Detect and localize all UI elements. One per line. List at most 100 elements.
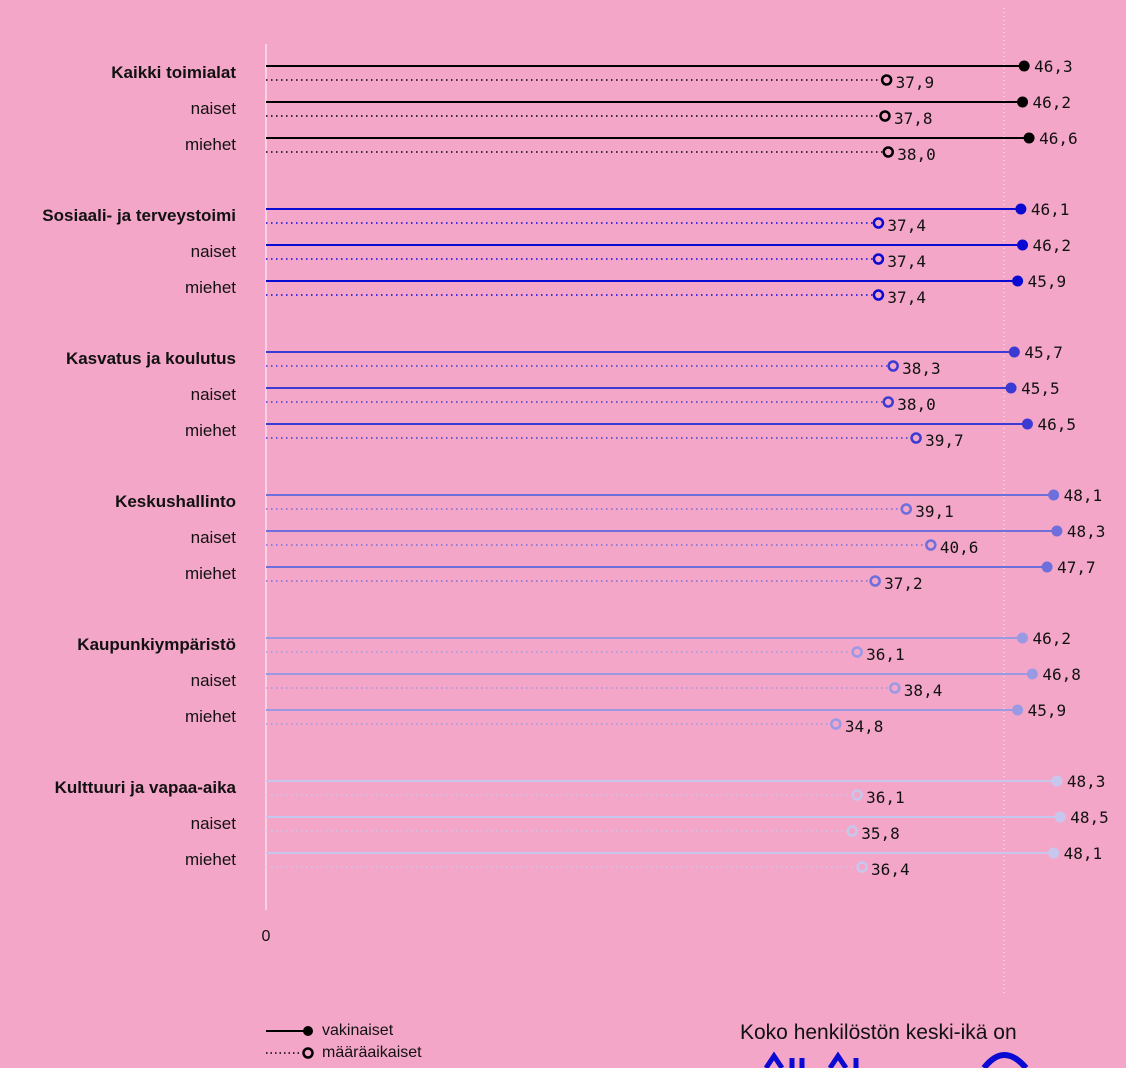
group-label: Kaikki toimialat — [111, 63, 236, 82]
group-4: Kaupunkiympäristö 46,2 36,1 naiset 46,8 38,4 m… — [77, 629, 1081, 736]
vakinaiset-value-label: 45,5 — [1021, 379, 1060, 398]
legend-label-vakinaiset: vakinaiset — [322, 1022, 394, 1039]
footer-number-graphic — [763, 1051, 1029, 1068]
maaraaikaiset-value-label: 37,8 — [894, 109, 933, 128]
maaraaikaiset-value-label: 40,6 — [940, 538, 979, 557]
dotted-line-circle-icon — [266, 1047, 314, 1059]
vakinaiset-dot — [1048, 489, 1060, 501]
maaraaikaiset-value-label: 37,4 — [887, 216, 926, 235]
maaraaikaiset-dot — [846, 825, 858, 837]
vakinaiset-dot — [1021, 418, 1033, 430]
maaraaikaiset-value-label: 38,0 — [897, 395, 936, 414]
group-3: Keskushallinto 48,1 39,1 naiset 48,3 40,6 mieh… — [115, 486, 1105, 593]
maaraaikaiset-value-label: 37,9 — [896, 73, 935, 92]
group-label: Kaupunkiympäristö — [77, 635, 236, 654]
legend-item-maaraaikaiset: määräaikaiset — [266, 1042, 422, 1064]
maaraaikaiset-dot — [879, 110, 891, 122]
legend-label-maaraaikaiset: määräaikaiset — [322, 1044, 422, 1061]
vakinaiset-value-label: 46,8 — [1042, 665, 1081, 684]
vakinaiset-value-label: 46,2 — [1033, 236, 1072, 255]
maaraaikaiset-value-label: 38,0 — [897, 145, 936, 164]
vakinaiset-dot — [1041, 561, 1053, 573]
vakinaiset-dot — [1018, 60, 1030, 72]
row-label: naiset — [191, 99, 237, 118]
vakinaiset-dot — [1054, 811, 1066, 823]
vakinaiset-value-label: 45,9 — [1028, 701, 1067, 720]
vakinaiset-dot — [1048, 847, 1060, 859]
maaraaikaiset-value-label: 39,7 — [925, 431, 964, 450]
vakinaiset-value-label: 48,1 — [1064, 844, 1103, 863]
group-1: Sosiaali- ja terveystoimi 46,1 37,4 naiset 4… — [42, 200, 1071, 307]
group-label: Sosiaali- ja terveystoimi — [42, 206, 236, 225]
maaraaikaiset-dot — [851, 789, 863, 801]
vakinaiset-value-label: 46,1 — [1031, 200, 1070, 219]
group-5: Kulttuuri ja vapaa-aika 48,3 36,1 naiset 48,… — [55, 772, 1109, 879]
vakinaiset-dot — [1051, 525, 1063, 537]
group-label: Kasvatus ja koulutus — [66, 349, 236, 368]
vakinaiset-value-label: 45,9 — [1028, 272, 1067, 291]
group-2: Kasvatus ja koulutus 45,7 38,3 naiset 45,5 38… — [66, 343, 1076, 450]
vakinaiset-dot — [1023, 132, 1035, 144]
vakinaiset-value-label: 48,3 — [1067, 772, 1106, 791]
vakinaiset-value-label: 46,6 — [1039, 129, 1078, 148]
maaraaikaiset-value-label: 36,1 — [866, 788, 905, 807]
row-label: naiset — [191, 528, 237, 547]
solid-line-dot-icon — [266, 1026, 313, 1036]
row-label: miehet — [185, 421, 236, 440]
maaraaikaiset-dot — [900, 503, 913, 515]
maaraaikaiset-value-label: 38,4 — [904, 681, 943, 700]
vakinaiset-value-label: 46,3 — [1034, 57, 1073, 76]
vakinaiset-value-label: 48,1 — [1064, 486, 1103, 505]
x-axis-origin-label: 0 — [262, 928, 271, 945]
maaraaikaiset-dot — [869, 575, 881, 587]
vakinaiset-value-label: 48,3 — [1067, 522, 1106, 541]
row-label: miehet — [185, 850, 236, 869]
maaraaikaiset-dot — [872, 253, 885, 265]
vakinaiset-value-label: 46,2 — [1033, 93, 1072, 112]
vakinaiset-dot — [1051, 775, 1063, 787]
row-label: naiset — [191, 814, 237, 833]
group-label: Kulttuuri ja vapaa-aika — [55, 778, 237, 797]
maaraaikaiset-dot — [925, 539, 937, 551]
chart-area: 0 Kaikki toimialat 46,3 37,9 naiset 46,2 37,8… — [42, 8, 1109, 995]
maaraaikaiset-dot — [887, 360, 899, 372]
vakinaiset-dot — [1008, 346, 1020, 358]
vakinaiset-dot — [1017, 239, 1029, 251]
row-label: miehet — [185, 707, 236, 726]
maaraaikaiset-dot — [882, 146, 894, 158]
vakinaiset-dot — [1015, 203, 1027, 215]
axes: 0 — [262, 8, 1005, 995]
vakinaiset-value-label: 48,5 — [1070, 808, 1109, 827]
legend-item-vakinaiset: vakinaiset — [266, 1020, 422, 1042]
row-label: naiset — [191, 671, 237, 690]
maaraaikaiset-dot — [889, 682, 901, 694]
maaraaikaiset-value-label: 37,4 — [887, 252, 926, 271]
maaraaikaiset-value-label: 36,4 — [871, 860, 910, 879]
footer-caption: Koko henkilöstön keski-ikä on — [740, 1021, 1017, 1044]
vakinaiset-value-label: 46,5 — [1037, 415, 1076, 434]
row-label: naiset — [191, 385, 237, 404]
maaraaikaiset-value-label: 37,2 — [884, 574, 923, 593]
maaraaikaiset-dot — [872, 217, 885, 229]
group-0: Kaikki toimialat 46,3 37,9 naiset 46,2 37,8 mi… — [111, 57, 1077, 164]
vakinaiset-dot — [1017, 632, 1029, 644]
maaraaikaiset-value-label: 34,8 — [845, 717, 884, 736]
vakinaiset-dot — [1026, 668, 1038, 680]
legend: vakinaiset määräaikaiset — [266, 1020, 422, 1064]
row-label: miehet — [185, 564, 236, 583]
vakinaiset-dot — [1017, 96, 1029, 108]
maaraaikaiset-dot — [851, 646, 863, 658]
maaraaikaiset-value-label: 39,1 — [915, 502, 954, 521]
maaraaikaiset-dot — [910, 432, 922, 444]
maaraaikaiset-value-label: 38,3 — [902, 359, 941, 378]
vakinaiset-value-label: 46,2 — [1033, 629, 1072, 648]
maaraaikaiset-value-label: 37,4 — [887, 288, 926, 307]
row-label: miehet — [185, 278, 236, 297]
chart-rows: Kaikki toimialat 46,3 37,9 naiset 46,2 37,8 mi… — [42, 57, 1108, 879]
maaraaikaiset-value-label: 35,8 — [861, 824, 900, 843]
vakinaiset-value-label: 47,7 — [1057, 558, 1096, 577]
row-label: naiset — [191, 242, 237, 261]
maaraaikaiset-dot — [830, 718, 842, 730]
maaraaikaiset-dot — [882, 396, 894, 408]
maaraaikaiset-dot — [856, 861, 868, 873]
